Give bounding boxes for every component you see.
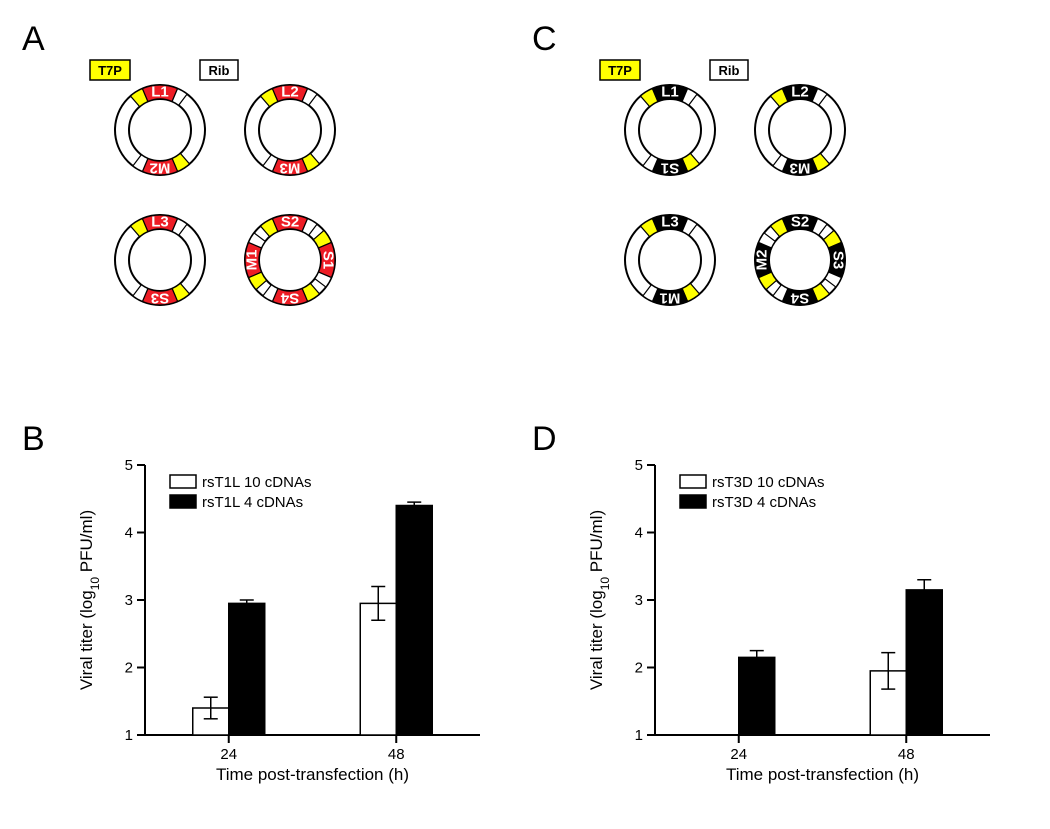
plasmids-A-svg: T7P Rib L1 M2 L2 M3 L3 S3 S2 S1 S4 M1 <box>80 50 400 340</box>
svg-text:Viral titer (log10 PFU/ml): Viral titer (log10 PFU/ml) <box>587 510 612 690</box>
svg-text:2: 2 <box>635 660 643 677</box>
svg-text:5: 5 <box>635 457 643 474</box>
svg-text:Time post-transfection (h): Time post-transfection (h) <box>726 765 919 784</box>
svg-text:S1: S1 <box>661 160 679 177</box>
svg-text:rsT1L 4 cDNAs: rsT1L 4 cDNAs <box>202 494 303 511</box>
svg-text:L1: L1 <box>661 84 679 101</box>
svg-text:3: 3 <box>125 592 133 609</box>
svg-text:S2: S2 <box>791 214 809 231</box>
chart-D-svg: 1 2 3 4 5 Time post-transfection (h) Viral tit… <box>580 450 1010 790</box>
svg-text:S1: S1 <box>320 251 337 269</box>
svg-text:S2: S2 <box>281 214 299 231</box>
svg-text:S4: S4 <box>280 290 299 307</box>
svg-text:S4: S4 <box>790 290 809 307</box>
svg-text:L2: L2 <box>281 84 299 101</box>
rib-text: Rib <box>209 63 230 78</box>
svg-text:2: 2 <box>125 660 133 677</box>
svg-text:M1: M1 <box>660 290 681 307</box>
svg-text:L3: L3 <box>661 214 679 231</box>
chart-B-svg: 1 2 3 4 5 Time post-transfection (h) Viral tit… <box>70 450 500 790</box>
svg-text:rsT1L 10 cDNAs: rsT1L 10 cDNAs <box>202 474 311 491</box>
figure-root: A B C D T7P Rib L1 M2 L2 M3 L3 S3 S2 S1 S4 M1 T7P… <box>20 20 1030 809</box>
t7p-text: T7P <box>98 63 122 78</box>
svg-text:3: 3 <box>635 592 643 609</box>
svg-text:24: 24 <box>220 746 237 763</box>
panel-label-A: A <box>22 20 45 59</box>
svg-text:5: 5 <box>125 457 133 474</box>
svg-text:Time post-transfection (h): Time post-transfection (h) <box>216 765 409 784</box>
svg-text:rsT3D 4 cDNAs: rsT3D 4 cDNAs <box>712 494 816 511</box>
svg-text:4: 4 <box>635 525 643 542</box>
svg-text:48: 48 <box>898 746 915 763</box>
svg-text:24: 24 <box>730 746 747 763</box>
svg-text:M3: M3 <box>790 160 811 177</box>
svg-text:M2: M2 <box>754 250 771 271</box>
chart-panel-D: 1 2 3 4 5 Time post-transfection (h) Viral tit… <box>580 450 1010 790</box>
plasmid-panel-C: T7P Rib L1 S1 L2 M3 L3 M1 S2 S3 S4 M2 <box>590 50 910 340</box>
svg-text:M3: M3 <box>280 160 301 177</box>
plasmids-C-svg: T7P Rib L1 S1 L2 M3 L3 M1 S2 S3 S4 M2 <box>590 50 910 340</box>
svg-text:Viral titer (log10 PFU/ml): Viral titer (log10 PFU/ml) <box>77 510 102 690</box>
svg-text:S3: S3 <box>830 251 847 269</box>
svg-text:L1: L1 <box>151 84 169 101</box>
svg-text:M1: M1 <box>244 250 261 271</box>
svg-text:48: 48 <box>388 746 405 763</box>
svg-text:S3: S3 <box>151 290 169 307</box>
plasmid-panel-A: T7P Rib L1 M2 L2 M3 L3 S3 S2 S1 S4 M1 <box>80 50 400 340</box>
svg-text:1: 1 <box>125 727 133 744</box>
svg-text:4: 4 <box>125 525 133 542</box>
panel-label-D: D <box>532 420 557 459</box>
svg-text:M2: M2 <box>150 160 171 177</box>
svg-text:L3: L3 <box>151 214 169 231</box>
svg-text:1: 1 <box>635 727 643 744</box>
panel-label-C: C <box>532 20 557 59</box>
chart-panel-B: 1 2 3 4 5 Time post-transfection (h) Viral tit… <box>70 450 500 790</box>
t7p-text: T7P <box>608 63 632 78</box>
svg-text:rsT3D 10 cDNAs: rsT3D 10 cDNAs <box>712 474 825 491</box>
rib-text: Rib <box>719 63 740 78</box>
svg-text:L2: L2 <box>791 84 809 101</box>
panel-label-B: B <box>22 420 45 459</box>
